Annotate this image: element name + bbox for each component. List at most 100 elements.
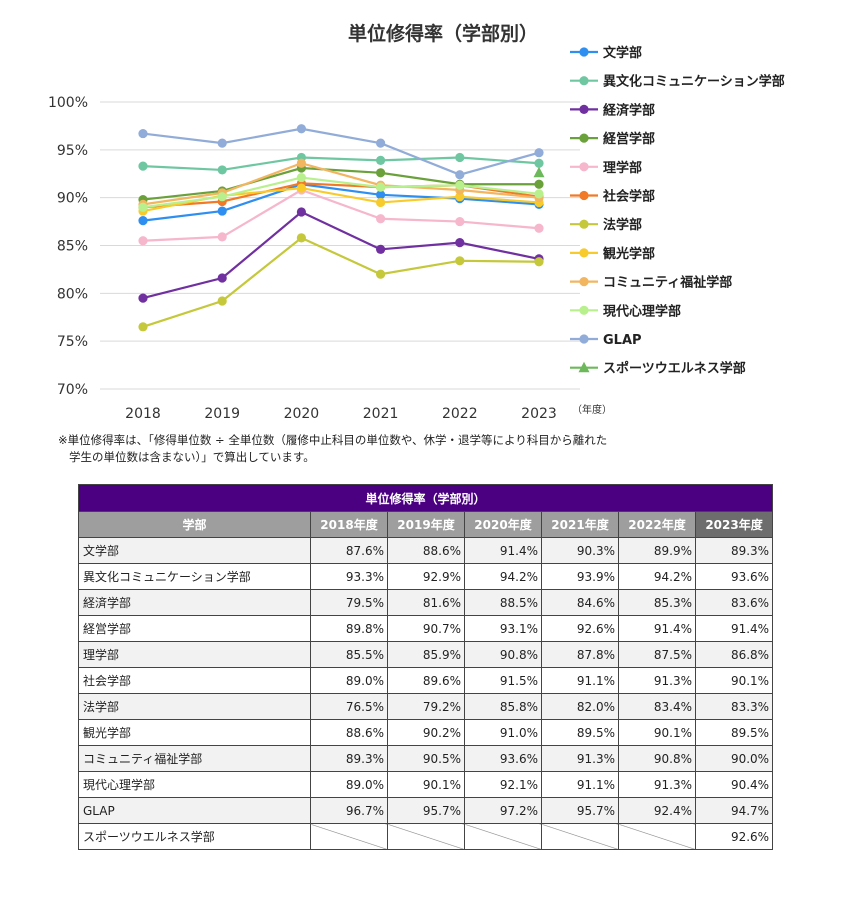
legend-label: 文学部 bbox=[603, 45, 642, 61]
data-point bbox=[296, 158, 306, 168]
legend-swatch-marker bbox=[579, 277, 589, 287]
legend-item: 法学部 bbox=[570, 217, 642, 233]
line-chart: 単位修得率（学部別） 70%75%80%85%90%95%100% 2018 20… bbox=[48, 22, 785, 422]
gridlines bbox=[100, 101, 580, 390]
table-row: 観光学部 88.6% 90.2% 91.0% 89.5% 90.1% 89.5% bbox=[78, 719, 774, 746]
rate-cell: 89.5% bbox=[694, 719, 774, 746]
legend-label: GLAP bbox=[603, 333, 642, 348]
rate-cell: 90.1% bbox=[618, 719, 696, 746]
legend-item: 経済学部 bbox=[570, 102, 655, 118]
data-point bbox=[138, 216, 148, 226]
rate-cell: 88.6% bbox=[310, 719, 388, 746]
rate-cell: 91.4% bbox=[694, 615, 774, 642]
series-9 bbox=[138, 172, 544, 212]
rate-cell: 89.6% bbox=[387, 667, 465, 694]
column-header: 2019年度 bbox=[387, 511, 465, 538]
rate-cell: 90.2% bbox=[387, 719, 465, 746]
data-point bbox=[138, 236, 148, 246]
rate-cell: 92.6% bbox=[694, 823, 774, 850]
legend-item: スポーツウエルネス学部 bbox=[570, 361, 746, 377]
rate-cell: 89.5% bbox=[541, 719, 619, 746]
rate-cell: 94.2% bbox=[618, 563, 696, 590]
table-header-row: 学部 2018年度 2019年度 2020年度 2021年度 2022年度 2023年度 bbox=[78, 511, 774, 538]
rate-cell: 91.4% bbox=[618, 615, 696, 642]
legend-label: 社会学部 bbox=[602, 189, 655, 205]
rate-cell: 92.4% bbox=[618, 797, 696, 824]
x-tick-label: 2019 bbox=[204, 406, 240, 422]
table-row: スポーツウエルネス学部 92.6% bbox=[78, 823, 774, 850]
legend-item: 観光学部 bbox=[570, 246, 655, 262]
series-1 bbox=[138, 152, 544, 175]
rate-cell: 87.8% bbox=[541, 641, 619, 668]
column-header: 2023年度 bbox=[694, 511, 774, 538]
table-row: 経済学部 79.5% 81.6% 88.5% 84.6% 85.3% 83.6% bbox=[78, 589, 774, 616]
data-point bbox=[455, 256, 465, 266]
rate-cell: 91.3% bbox=[618, 771, 696, 798]
data-point bbox=[217, 206, 227, 216]
table-row: 社会学部 89.0% 89.6% 91.5% 91.1% 91.3% 90.1% bbox=[78, 667, 774, 694]
rate-cell: 95.7% bbox=[541, 797, 619, 824]
data-point bbox=[455, 216, 465, 227]
series-11 bbox=[533, 166, 545, 178]
data-point bbox=[296, 183, 306, 193]
rate-cell: 92.1% bbox=[464, 771, 542, 798]
table-row: 法学部 76.5% 79.2% 85.8% 82.0% 83.4% 83.3% bbox=[78, 693, 774, 720]
rate-cell: 94.7% bbox=[694, 797, 774, 824]
data-point bbox=[376, 155, 386, 165]
empty-cell bbox=[618, 823, 696, 850]
data-point bbox=[296, 172, 306, 183]
series-line bbox=[142, 188, 540, 242]
data-point bbox=[138, 161, 148, 171]
legend-swatch-marker bbox=[579, 104, 589, 114]
legend-item: 文学部 bbox=[570, 45, 642, 61]
rate-cell: 85.3% bbox=[618, 589, 696, 616]
empty-cell bbox=[541, 823, 619, 850]
data-point bbox=[534, 223, 544, 233]
legend-swatch-marker bbox=[579, 248, 589, 258]
rate-cell: 90.1% bbox=[387, 771, 465, 798]
y-tick-label: 85% bbox=[57, 239, 88, 255]
data-point bbox=[376, 182, 386, 192]
table-row: 異文化コミュニケーション学部 93.3% 92.9% 94.2% 93.9% 94.2% 9… bbox=[78, 563, 774, 590]
legend-label: 観光学部 bbox=[602, 246, 655, 262]
legend-swatch-marker bbox=[579, 305, 589, 315]
column-header: 2021年度 bbox=[541, 511, 619, 538]
y-tick-label: 95% bbox=[57, 143, 88, 159]
rate-cell: 90.4% bbox=[694, 771, 774, 798]
y-tick-label: 80% bbox=[57, 286, 88, 302]
faculty-name-cell: 文学部 bbox=[78, 537, 311, 564]
data-point bbox=[455, 238, 465, 248]
rate-cell: 96.7% bbox=[310, 797, 388, 824]
rate-cell: 89.0% bbox=[310, 771, 388, 798]
rate-cell: 93.6% bbox=[464, 745, 542, 772]
rate-cell: 91.0% bbox=[464, 719, 542, 746]
data-point bbox=[455, 152, 465, 163]
series-2 bbox=[138, 207, 544, 303]
series-10 bbox=[138, 124, 544, 180]
table-caption: 単位修得率（学部別） bbox=[77, 484, 774, 512]
y-axis-ticks: 70% 75% 80% 85% 90% 95% 100% bbox=[48, 95, 88, 398]
legend-swatch-marker bbox=[579, 76, 589, 86]
rate-cell: 90.8% bbox=[464, 641, 542, 668]
data-point bbox=[138, 202, 148, 212]
data-point bbox=[296, 124, 306, 134]
series-line bbox=[142, 210, 540, 300]
series-line bbox=[142, 156, 540, 172]
table-row: GLAP 96.7% 95.7% 97.2% 95.7% 92.4% 94.7% bbox=[78, 797, 774, 824]
legend-item: 異文化コミュニケーション学部 bbox=[570, 74, 785, 90]
series-line bbox=[142, 176, 540, 209]
rate-cell: 92.6% bbox=[541, 615, 619, 642]
rate-cell: 81.6% bbox=[387, 589, 465, 616]
data-point bbox=[376, 197, 386, 208]
footnote: ※単位修得率は、「修得単位数 ÷ 全単位数（履修中止科目の単位数や、休学・退学等… bbox=[58, 432, 758, 466]
data-point bbox=[455, 170, 465, 180]
legend-item: 理学部 bbox=[570, 160, 642, 176]
rate-cell: 88.6% bbox=[387, 537, 465, 564]
data-point bbox=[217, 232, 227, 242]
rate-cell: 93.6% bbox=[694, 563, 774, 590]
x-tick-label: 2022 bbox=[442, 406, 478, 422]
legend-label: 異文化コミュニケーション学部 bbox=[603, 74, 785, 90]
rate-cell: 97.2% bbox=[464, 797, 542, 824]
rate-table: 単位修得率（学部別） 学部 2018年度 2019年度 2020年度 2021年度 202… bbox=[77, 484, 774, 850]
faculty-name-cell: 観光学部 bbox=[78, 719, 311, 746]
